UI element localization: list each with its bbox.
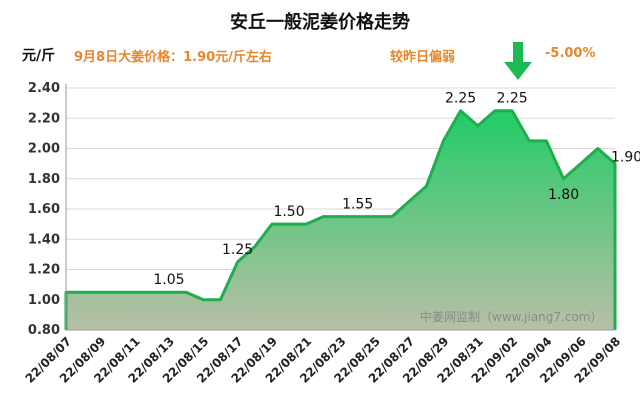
chart-title: 安丘一般泥姜价格走势 [230,12,410,33]
watermark: 中姜网监制（www.jiang7.com） [420,309,602,324]
area-fill-shape [66,110,615,330]
x-tick-labels: 22/08/0722/08/0922/08/1122/08/1322/08/15… [23,334,624,386]
y-tick-label: 1.40 [28,232,60,247]
price-summary: 9月8日大姜价格：1.90元/斤左右 [74,50,272,65]
series-line [64,109,617,330]
data-label: 1.55 [342,197,373,213]
y-tick-label: 1.80 [28,172,60,187]
area-fill [66,110,615,330]
y-tick-label: 2.00 [28,142,60,157]
data-label: 1.05 [153,272,184,288]
y-tick-label: 1.00 [28,293,60,308]
unit-label: 元/斤 [22,48,56,64]
y-tick-label: 0.80 [28,323,60,338]
data-label: 1.90 [611,150,640,166]
y-tick-labels: 0.80 1.00 1.20 1.40 1.60 1.80 2.00 2.20 2.40 [28,81,60,338]
series-line-path [64,109,617,330]
y-tick-label: 2.40 [28,81,60,96]
down-arrow-icon [504,42,532,80]
axes [65,84,615,331]
data-label: 2.25 [445,91,476,107]
data-label: 1.25 [222,242,253,258]
y-tick-label: 1.20 [28,263,60,278]
data-label: 1.50 [273,204,304,220]
data-label: 2.25 [496,91,527,107]
data-label: 1.80 [548,187,579,203]
compare-label: 较昨日偏弱 [390,50,456,65]
data-labels: 1.05 1.25 1.50 1.55 2.25 2.25 1.80 1.90 [153,91,640,289]
change-percent: -5.00% [545,46,596,61]
y-tick-label: 1.60 [28,202,60,217]
y-tick-label: 2.20 [28,111,60,126]
